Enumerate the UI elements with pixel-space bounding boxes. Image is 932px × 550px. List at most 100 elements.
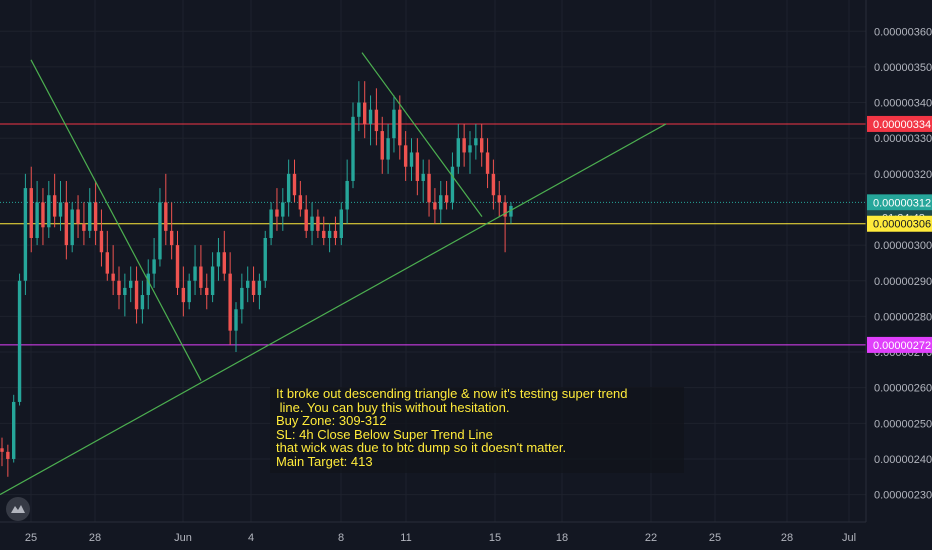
candle-body xyxy=(427,173,431,203)
candle-body xyxy=(316,216,320,231)
time-tick-label: 28 xyxy=(89,532,101,544)
candle-body xyxy=(474,138,478,146)
candle-body xyxy=(251,280,256,296)
candle-body xyxy=(263,237,267,281)
candle-body xyxy=(345,180,349,210)
candle-body xyxy=(205,287,209,296)
low-target-tag xyxy=(867,336,932,353)
candle-body xyxy=(111,273,115,281)
candle-body xyxy=(228,273,232,331)
candle-body xyxy=(35,202,39,238)
candle-body xyxy=(322,230,326,238)
note-line-6: Main Target: 413 xyxy=(276,453,373,469)
candle-body xyxy=(123,287,127,296)
current-price-tag xyxy=(867,194,932,211)
price-tick-label: 0.00000320 xyxy=(874,169,932,181)
note-line-3: Buy Zone: 309-312 xyxy=(276,413,387,429)
price-tick-label: 0.00000330 xyxy=(874,133,932,145)
candle-body xyxy=(304,209,308,231)
time-tick-label: 18 xyxy=(556,532,568,544)
candle-body xyxy=(421,173,425,181)
price-tags: 0.000003340.0000031201:24:480.000003060.… xyxy=(867,115,932,353)
candle-body xyxy=(310,216,314,231)
candle-body xyxy=(374,109,379,132)
candle-body xyxy=(497,195,501,203)
candle-body xyxy=(298,195,303,210)
candle-body xyxy=(0,448,4,452)
note-line-2: line. You can buy this without hesitatio… xyxy=(276,399,510,415)
candle-body xyxy=(368,109,373,124)
candle-body xyxy=(380,131,384,160)
super-trend-line[interactable] xyxy=(0,123,667,496)
candle-body xyxy=(450,166,455,203)
candle-body xyxy=(246,280,250,288)
candle-body xyxy=(58,202,63,217)
tradingview-logo-icon[interactable] xyxy=(6,497,30,521)
time-tick-label: 8 xyxy=(338,532,344,544)
current-price-tag-label: 0.00000312 xyxy=(873,197,931,209)
price-tick-label: 0.00000230 xyxy=(874,490,932,502)
candle-body xyxy=(333,230,338,238)
candle-body xyxy=(433,202,437,210)
candle-body xyxy=(140,295,145,310)
candle-body xyxy=(503,202,507,217)
candle-body xyxy=(234,309,238,331)
candles xyxy=(0,81,513,477)
price-tick-label: 0.00000240 xyxy=(874,454,932,466)
candle-body xyxy=(409,152,414,167)
candle-body xyxy=(386,138,390,160)
candle-body xyxy=(181,287,186,303)
horizontal-levels xyxy=(0,123,866,346)
candle-body xyxy=(257,280,262,296)
candle-body xyxy=(327,230,332,238)
note-line-4: SL: 4h Close Below Super Trend Line xyxy=(276,426,493,442)
candle-body xyxy=(462,138,466,153)
candle-body xyxy=(456,138,460,167)
candle-body xyxy=(216,252,221,267)
candle-body xyxy=(146,273,150,296)
triangle-left-side[interactable] xyxy=(30,59,202,381)
candle-body xyxy=(117,280,121,296)
candle-body xyxy=(444,195,449,203)
candle-body xyxy=(485,152,490,174)
note-line-1: It broke out descending triangle & now i… xyxy=(276,386,628,401)
candle-body xyxy=(152,259,156,274)
candle-body xyxy=(240,287,244,310)
candle-body xyxy=(187,280,191,303)
time-axis-panel[interactable] xyxy=(0,522,932,550)
candle-body xyxy=(199,266,203,288)
candle-body xyxy=(52,195,57,217)
candle-body xyxy=(275,209,279,217)
candle-body xyxy=(480,138,484,153)
candle-body xyxy=(210,266,215,296)
triangle-right-side[interactable] xyxy=(361,52,483,217)
candle-body xyxy=(339,209,343,238)
candle-body xyxy=(398,109,402,146)
price-tick-label: 0.00000290 xyxy=(874,276,932,288)
trendlines xyxy=(0,52,667,496)
candle-body xyxy=(12,401,16,459)
analysis-note: It broke out descending triangle & now i… xyxy=(270,387,684,473)
candle-body xyxy=(105,252,109,274)
price-tick-label: 0.00000360 xyxy=(874,26,932,38)
candle-body xyxy=(286,173,291,203)
candle-body xyxy=(82,223,86,231)
candle-body xyxy=(169,230,174,246)
time-tick-label: 4 xyxy=(248,532,254,544)
note-line-5: that wick was due to btc dump so it does… xyxy=(276,440,567,456)
candle-body xyxy=(491,173,496,196)
candle-body xyxy=(439,195,443,210)
candle-body xyxy=(292,173,297,196)
time-tick-label: 11 xyxy=(400,532,411,544)
price-tick-label: 0.00000260 xyxy=(874,383,932,395)
candle-body xyxy=(99,230,104,253)
candle-body xyxy=(415,152,420,181)
candle-body xyxy=(134,280,139,310)
price-tick-label: 0.00000340 xyxy=(874,98,932,110)
candle-body xyxy=(88,202,92,231)
price-axis-panel[interactable] xyxy=(866,0,932,522)
time-tick-label: 15 xyxy=(489,532,501,544)
candle-body xyxy=(164,202,168,231)
candle-body xyxy=(392,109,396,139)
